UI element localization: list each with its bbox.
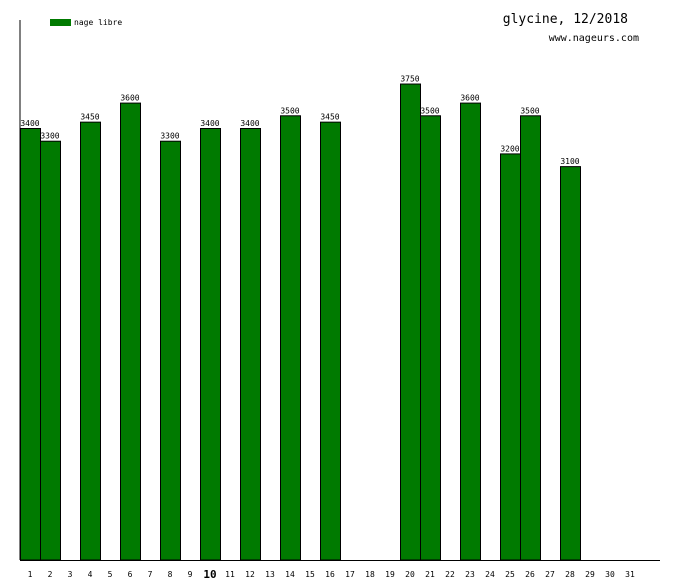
- legend-label: nage libre: [74, 18, 122, 27]
- bar: [520, 115, 541, 561]
- bar-value-label: 3500: [420, 106, 439, 115]
- bar: [240, 128, 261, 561]
- chart-title: glycine, 12/2018: [503, 12, 628, 27]
- bar-value-label: 3450: [80, 113, 99, 122]
- x-tick-label: 30: [605, 570, 615, 579]
- x-tick-label: 2: [48, 570, 53, 579]
- legend-swatch: [50, 19, 71, 26]
- bars-layer: [20, 83, 581, 561]
- bar-value-label: 3450: [320, 113, 339, 122]
- bar-value-label: 3750: [400, 75, 419, 84]
- x-tick-label: 17: [345, 570, 355, 579]
- x-tick-label: 13: [265, 570, 275, 579]
- x-tick-label: 31: [625, 570, 635, 579]
- bar: [560, 166, 581, 561]
- x-tick-label: 5: [108, 570, 113, 579]
- x-tick-labels: 1 2 3 4 5 6 7 8 9 10 11 12 13 14 15 16 17 18 19 20 21 22 23 24 2…: [28, 568, 635, 580]
- bar-value-label: 3300: [160, 132, 179, 141]
- x-tick-label: 28: [565, 570, 575, 579]
- x-tick-label: 24: [485, 570, 495, 579]
- bar-value-label: 3400: [200, 119, 219, 128]
- x-tick-label: 3: [68, 570, 73, 579]
- bar-value-label: 3600: [460, 94, 479, 103]
- bar-value-label: 3600: [120, 94, 139, 103]
- bar-value-label: 3100: [560, 157, 579, 166]
- bar: [200, 128, 221, 561]
- bar-value-label: 3400: [20, 119, 39, 128]
- bar-value-label: 3500: [280, 106, 299, 115]
- x-tick-label: 10: [203, 568, 216, 580]
- x-tick-label: 19: [385, 570, 395, 579]
- x-tick-label: 14: [285, 570, 295, 579]
- legend: nage libre: [50, 18, 122, 27]
- bar: [500, 153, 521, 561]
- x-tick-label: 11: [225, 570, 235, 579]
- x-tick-label: 21: [425, 570, 435, 579]
- x-tick-label: 8: [168, 570, 173, 579]
- bar: [320, 121, 341, 561]
- x-tick-label: 18: [365, 570, 375, 579]
- x-tick-label: 9: [188, 570, 193, 579]
- x-tick-label: 16: [325, 570, 335, 579]
- x-tick-label: 26: [525, 570, 535, 579]
- x-tick-label: 23: [465, 570, 475, 579]
- x-tick-label: 4: [88, 570, 93, 579]
- x-tick-label: 7: [148, 570, 153, 579]
- bar-value-label: 3400: [240, 119, 259, 128]
- bar: [280, 115, 301, 561]
- bar: [460, 102, 481, 561]
- chart-subtitle: www.nageurs.com: [549, 33, 639, 44]
- x-tick-label: 15: [305, 570, 315, 579]
- x-tick-label: 20: [405, 570, 415, 579]
- x-tick-label: 6: [128, 570, 133, 579]
- x-tick-label: 22: [445, 570, 455, 579]
- bar: [120, 102, 141, 561]
- bar: [420, 115, 441, 561]
- x-tick-label: 25: [505, 570, 515, 579]
- bar-value-label: 3300: [40, 132, 59, 141]
- bar-value-label: 3500: [520, 106, 539, 115]
- x-tick-label: 1: [28, 570, 33, 579]
- bar: [160, 140, 181, 561]
- bar: [400, 83, 421, 561]
- bar: [20, 128, 41, 561]
- bar: [40, 140, 61, 561]
- bar-value-label: 3200: [500, 144, 519, 153]
- x-tick-label: 29: [585, 570, 595, 579]
- x-tick-label: 27: [545, 570, 555, 579]
- bar: [80, 121, 101, 561]
- x-tick-label: 12: [245, 570, 255, 579]
